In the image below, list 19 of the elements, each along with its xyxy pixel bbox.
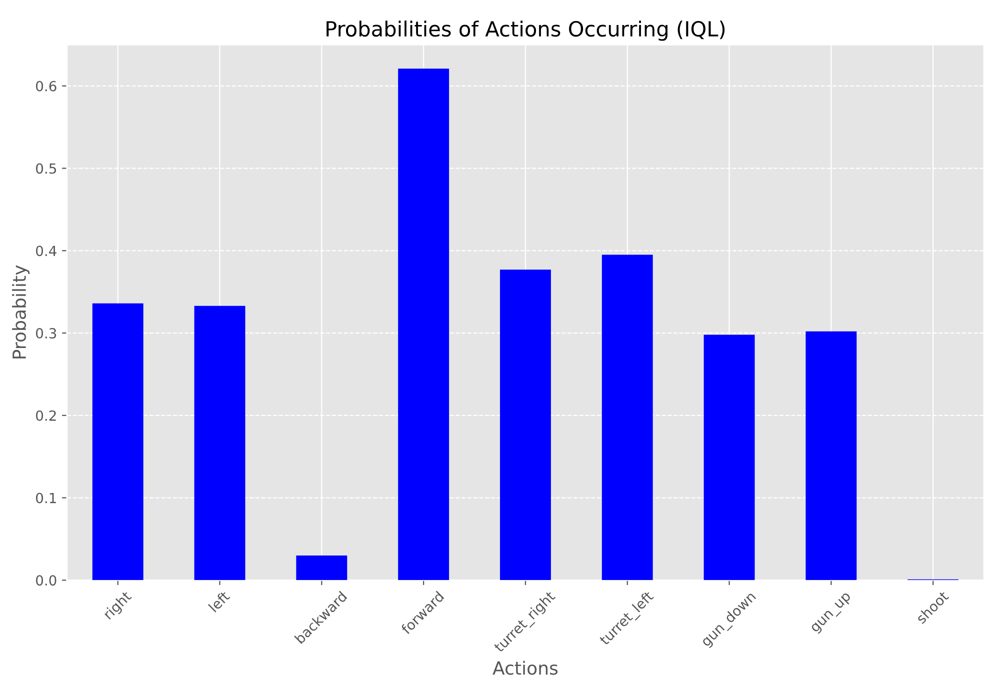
y-axis-title: Probability	[12, 265, 30, 358]
y-tick-label: 0.0	[36, 575, 56, 586]
y-tick-label: 0.4	[36, 246, 56, 256]
bar	[194, 306, 246, 580]
bar	[500, 270, 551, 580]
y-tick-label: 0.5	[36, 163, 56, 174]
bar	[92, 303, 144, 580]
bar	[704, 334, 755, 580]
x-tick-label: left	[208, 590, 230, 612]
y-tick-label: 0.6	[36, 80, 56, 92]
bar	[398, 68, 450, 580]
y-tick-label: 0.1	[36, 492, 56, 504]
bar	[806, 331, 857, 580]
chart-title: Probabilities of Actions Occurring (IQL)	[326, 20, 725, 41]
x-axis-title: Actions	[492, 660, 558, 675]
y-tick-label: 0.3	[36, 328, 56, 339]
bar	[602, 254, 653, 580]
y-tick-label: 0.2	[36, 410, 56, 421]
bar	[296, 555, 348, 580]
